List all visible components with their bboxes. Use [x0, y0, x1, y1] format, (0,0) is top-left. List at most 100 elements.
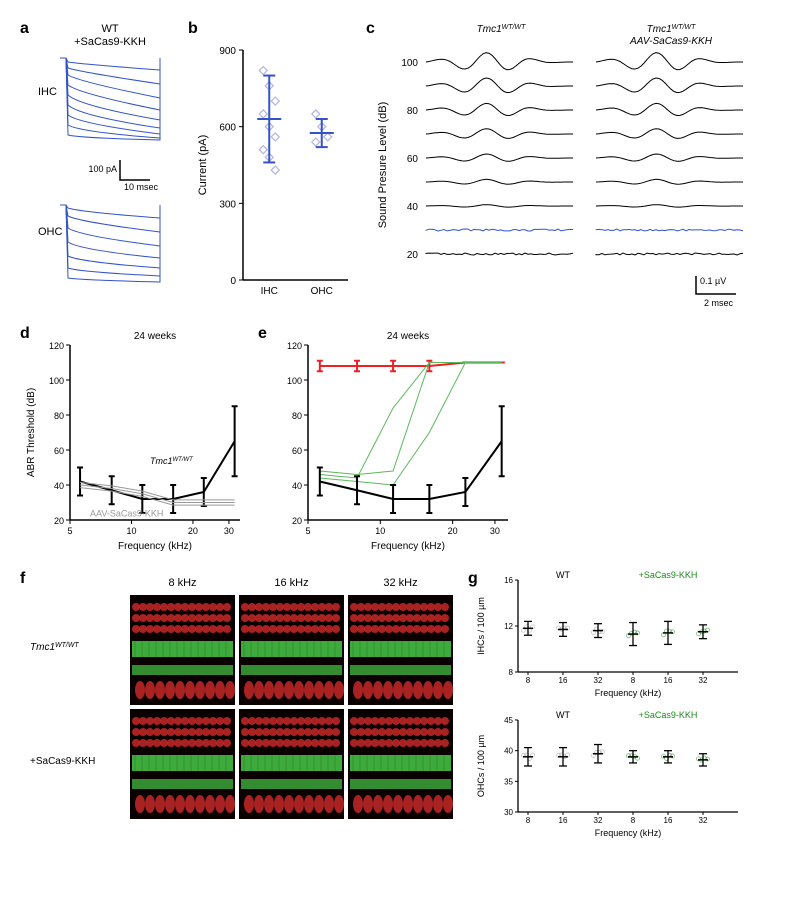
scale-time: 10 msec [124, 182, 159, 192]
svg-text:8 kHz: 8 kHz [168, 577, 196, 589]
panel-f: f 8 kHz 16 kHz 32 kHz Tmc1WT/WT +SaCas9-KKH [20, 570, 460, 855]
svg-text:16: 16 [664, 676, 673, 685]
svg-text:OHCs / 100 µm: OHCs / 100 µm [476, 735, 486, 797]
ohc-label: OHC [38, 226, 63, 238]
panel-e: e 20 40 60 80 100 120 5 10 20 30 Frequency (kHz) 24… [258, 325, 518, 560]
svg-text:Frequency (kHz): Frequency (kHz) [595, 828, 662, 838]
panel-d: d 204060801001205102030Frequency (kHz)AB… [20, 325, 250, 560]
svg-text:AAV-SaCas9-KKH: AAV-SaCas9-KKH [629, 36, 713, 47]
svg-text:8: 8 [526, 816, 531, 825]
panel-e-chart: 20 40 60 80 100 120 5 10 20 30 Frequency (kHz) 24 w… [258, 325, 518, 555]
panel-d-label: d [20, 325, 30, 343]
svg-text:120: 120 [49, 341, 64, 351]
svg-text:60: 60 [407, 154, 419, 165]
panel-b: b 0300600900Current (pA)IHCOHC [188, 20, 358, 315]
svg-text:WT: WT [556, 570, 570, 580]
panel-g-label: g [468, 570, 478, 588]
svg-text:35: 35 [504, 777, 513, 786]
svg-text:Tmc1WT/WT: Tmc1WT/WT [647, 24, 696, 36]
svg-text:80: 80 [407, 106, 419, 117]
panel-d-chart: 204060801001205102030Frequency (kHz)ABR … [20, 325, 250, 555]
svg-text:40: 40 [54, 481, 64, 491]
svg-text:10: 10 [126, 526, 136, 536]
svg-text:32 kHz: 32 kHz [383, 577, 417, 589]
svg-text:Frequency (kHz): Frequency (kHz) [118, 541, 192, 552]
svg-text:80: 80 [292, 411, 302, 421]
svg-text:+SaCas9-KKH: +SaCas9-KKH [639, 710, 698, 720]
svg-text:100: 100 [287, 376, 302, 386]
svg-text:24 weeks: 24 weeks [387, 331, 429, 342]
svg-text:8: 8 [526, 676, 531, 685]
svg-text:0.1 µV: 0.1 µV [700, 276, 726, 286]
panel-a-label: a [20, 20, 29, 38]
svg-text:30: 30 [504, 808, 513, 817]
svg-text:WT: WT [556, 710, 570, 720]
svg-text:Tmc1WT/WT: Tmc1WT/WT [477, 24, 526, 36]
panel-c-label: c [366, 20, 375, 38]
panel-c-waveforms: Sound Presure Level (dB) 100 80 60 40 20 Tmc1W… [366, 20, 766, 310]
svg-text:20: 20 [54, 516, 64, 526]
svg-text:2 msec: 2 msec [704, 298, 734, 308]
svg-text:Sound Presure Level (dB): Sound Presure Level (dB) [377, 102, 389, 229]
svg-text:100: 100 [49, 376, 64, 386]
svg-text:10: 10 [375, 526, 385, 536]
svg-text:5: 5 [305, 526, 310, 536]
svg-text:16: 16 [664, 816, 673, 825]
svg-text:40: 40 [292, 481, 302, 491]
svg-text:60: 60 [292, 446, 302, 456]
svg-text:IHCs / 100 µm: IHCs / 100 µm [476, 597, 486, 655]
svg-text:20: 20 [407, 250, 419, 261]
panel-a: a WT +SaCas9-KKH IHC 100 pA 10 msec [20, 20, 180, 315]
svg-text:30: 30 [490, 526, 500, 536]
svg-text:32: 32 [594, 816, 603, 825]
svg-text:Frequency (kHz): Frequency (kHz) [371, 541, 445, 552]
panel-e-label: e [258, 325, 267, 343]
svg-text:20: 20 [448, 526, 458, 536]
svg-text:600: 600 [219, 123, 236, 134]
svg-text:120: 120 [287, 341, 302, 351]
svg-text:Current (pA): Current (pA) [197, 135, 209, 196]
svg-text:Frequency (kHz): Frequency (kHz) [595, 688, 662, 698]
svg-text:40: 40 [407, 202, 419, 213]
svg-text:8: 8 [631, 676, 636, 685]
svg-text:Tmc1WT/WT: Tmc1WT/WT [150, 456, 194, 466]
panel-f-microscopy: 8 kHz 16 kHz 32 kHz Tmc1WT/WT +SaCas9-KKH [20, 570, 460, 850]
ihc-label: IHC [38, 86, 57, 98]
svg-text:16: 16 [559, 676, 568, 685]
svg-text:32: 32 [699, 676, 708, 685]
svg-text:OHC: OHC [311, 286, 333, 297]
svg-text:0: 0 [230, 276, 236, 287]
svg-text:40: 40 [504, 747, 513, 756]
svg-text:16: 16 [504, 576, 513, 585]
panel-a-title-2: +SaCas9-KKH [74, 36, 146, 48]
svg-text:20: 20 [292, 516, 302, 526]
panel-c: c Sound Presure Level (dB) 100 80 60 40 20 Tmc… [366, 20, 780, 315]
svg-text:8: 8 [509, 668, 514, 677]
panel-a-title-1: WT [101, 23, 118, 35]
svg-text:Tmc1WT/WT: Tmc1WT/WT [30, 642, 79, 654]
svg-text:45: 45 [504, 716, 513, 725]
panel-g: g 8 12 16 IHCs / 100 µm WT 8 16 32 +SaCas9-KKH 8 1… [468, 570, 780, 855]
svg-text:12: 12 [504, 622, 513, 631]
svg-text:16 kHz: 16 kHz [274, 577, 308, 589]
svg-text:60: 60 [54, 446, 64, 456]
svg-text:30: 30 [224, 526, 234, 536]
panel-g-charts: 8 12 16 IHCs / 100 µm WT 8 16 32 +SaCas9-KKH 8 16 3… [468, 570, 758, 850]
svg-text:300: 300 [219, 199, 236, 210]
svg-text:ABR Threshold (dB): ABR Threshold (dB) [26, 388, 37, 477]
svg-text:32: 32 [594, 676, 603, 685]
svg-text:16: 16 [559, 816, 568, 825]
svg-text:5: 5 [67, 526, 72, 536]
panel-b-chart: 0300600900Current (pA)IHCOHC [188, 20, 358, 310]
svg-text:+SaCas9-KKH: +SaCas9-KKH [30, 756, 95, 767]
panel-f-label: f [20, 570, 25, 588]
scale-current: 100 pA [88, 164, 117, 174]
svg-text:20: 20 [188, 526, 198, 536]
svg-text:AAV-SaCas9-KKH: AAV-SaCas9-KKH [90, 509, 163, 519]
svg-text:24 weeks: 24 weeks [134, 331, 176, 342]
panel-a-traces: WT +SaCas9-KKH IHC 100 pA 10 msec OHC [20, 20, 180, 310]
svg-text:32: 32 [699, 816, 708, 825]
svg-text:+SaCas9-KKH: +SaCas9-KKH [639, 570, 698, 580]
svg-text:100: 100 [401, 58, 418, 69]
svg-text:8: 8 [631, 816, 636, 825]
